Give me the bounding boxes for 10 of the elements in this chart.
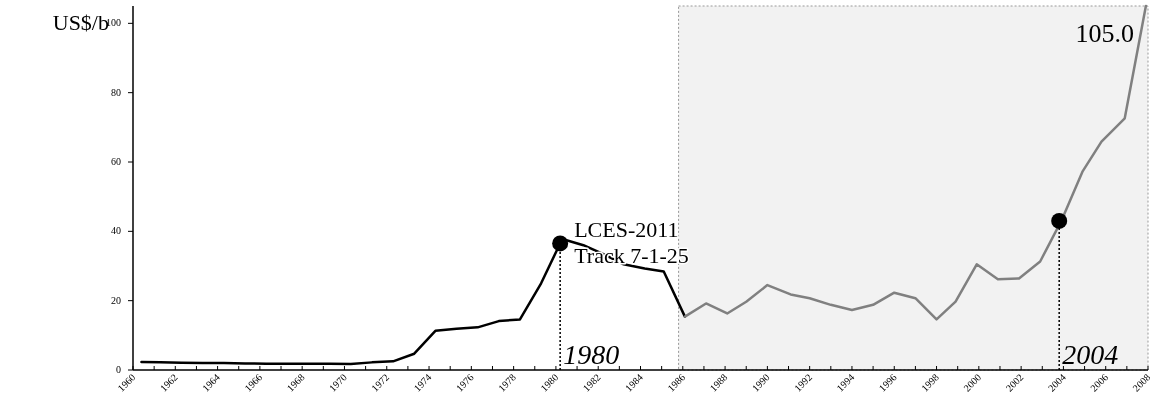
y-tick-label: 40: [111, 225, 121, 237]
y-tick-label: 60: [111, 156, 121, 167]
y-tick-label: 20: [111, 294, 121, 306]
ref-line-label: 2004: [1062, 339, 1119, 370]
y-tick-label: 80: [111, 86, 121, 98]
y-tick-label: 0: [116, 364, 121, 375]
data-label: 105.0: [1075, 19, 1134, 48]
y-axis-title: US$/b: [52, 10, 109, 35]
ref-line-label: 1980: [563, 339, 620, 370]
line-series: [140, 237, 687, 366]
